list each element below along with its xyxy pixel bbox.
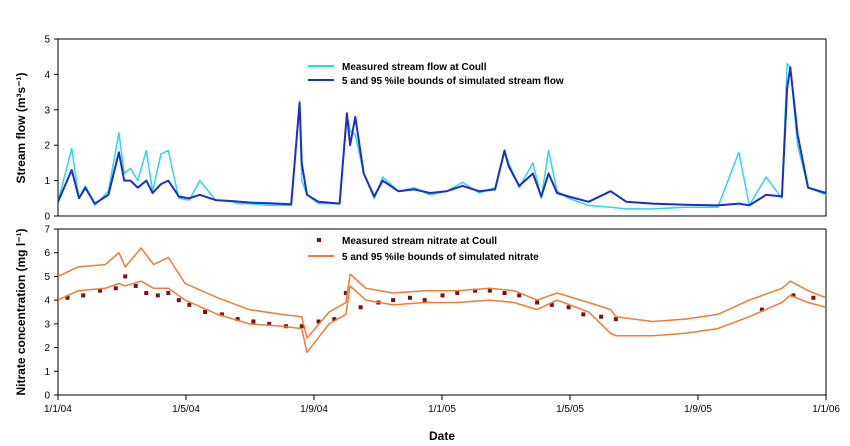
y-tick-label: 4 (44, 70, 50, 81)
nitrate-data-point (613, 317, 618, 322)
nitrate-data-point (502, 291, 507, 296)
x-axis-label: Date (429, 429, 455, 443)
nitrate-legend: Measured stream nitrate at Coull 5 and 9… (308, 236, 539, 263)
y-tick-label: 0 (44, 391, 50, 402)
y-tick-label: 0 (44, 212, 50, 223)
x-tick-label: 1/5/04 (172, 404, 200, 415)
y-tick-label: 2 (44, 141, 50, 152)
nitrate-data-point (176, 298, 181, 303)
nitrate-data-point (98, 288, 103, 293)
nitrate-data-point (123, 274, 128, 279)
x-axis: 1/1/04 1/5/04 1/9/04 1/1/05 1/5/05 1/9/05 1/1/… (44, 395, 840, 415)
nitrate-data-point (358, 305, 363, 310)
nitrate-data-point (155, 293, 160, 298)
x-tick-label: 1/5/05 (556, 404, 584, 415)
y-tick-label: 7 (44, 225, 50, 236)
nitrate-data-point (566, 305, 571, 310)
nitrate-data-point (535, 300, 540, 305)
stream-flow-chart: 0 1 2 3 4 5 Stream flow (m³s⁻¹) Measured stre… (14, 35, 827, 223)
y-tick-label: 5 (44, 272, 50, 283)
nitrate-data-point (81, 293, 86, 298)
flow-series-line-1 (57, 66, 827, 207)
legend-label-measured-flow: Measured stream flow at Coull (342, 62, 487, 73)
nitrate-data-point (581, 312, 586, 317)
stream-flow-y-axis-label: Stream flow (m³s⁻¹) (14, 72, 28, 183)
nitrate-data-point (487, 288, 492, 293)
nitrate-series-line-1 (57, 247, 827, 339)
nitrate-data-point (267, 321, 272, 326)
legend-label-simulated-flow: 5 and 95 %ile bounds of simulated stream… (342, 76, 564, 87)
nitrate-data-point (440, 293, 445, 298)
y-tick-label: 3 (44, 105, 50, 116)
x-tick-label: 1/1/06 (812, 404, 840, 415)
nitrate-data-point (811, 295, 816, 300)
nitrate-series-line-2 (57, 280, 827, 354)
nitrate-data-point (187, 302, 192, 307)
legend-label-simulated-nitrate: 5 and 95 %ile bounds of simulated nitrat… (342, 252, 539, 263)
nitrate-data-point (473, 288, 478, 293)
y-tick-label: 3 (44, 319, 50, 330)
nitrate-data-point (599, 314, 604, 319)
nitrate-data-point (203, 310, 208, 314)
nitrate-data-point (332, 317, 337, 322)
x-tick-label: 1/1/05 (428, 404, 456, 415)
nitrate-data-point (219, 312, 224, 317)
nitrate-data-point (113, 286, 118, 291)
y-tick-label: 4 (44, 296, 50, 307)
nitrate-data-point (391, 298, 396, 303)
x-tick-label: 1/1/04 (44, 404, 72, 415)
nitrate-data-point (299, 324, 304, 329)
legend-label-measured-nitrate: Measured stream nitrate at Coull (342, 236, 497, 247)
nitrate-y-axis-label: Nitrate concentration (mg l⁻¹) (14, 228, 28, 395)
nitrate-data-point (549, 302, 554, 307)
x-tick-label: 1/9/05 (684, 404, 712, 415)
nitrate-data-point (455, 291, 460, 296)
y-tick-label: 2 (44, 343, 50, 354)
stream-flow-plot-frame (57, 38, 827, 217)
nitrate-data-point (65, 295, 70, 300)
nitrate-data-point (235, 317, 240, 322)
y-tick-label: 1 (44, 176, 50, 187)
nitrate-data-point (343, 291, 348, 296)
nitrate-data-point (251, 319, 256, 324)
y-tick-label: 6 (44, 248, 50, 259)
nitrate-data-point (407, 295, 412, 300)
nitrate-data-point (316, 319, 321, 324)
y-tick-label: 5 (44, 35, 50, 46)
nitrate-data-point (144, 291, 149, 296)
x-tick-label: 1/9/04 (300, 404, 328, 415)
nitrate-data-point (517, 293, 522, 298)
stream-flow-legend: Measured stream flow at Coull 5 and 95 %… (308, 62, 564, 87)
nitrate-data-point (166, 291, 171, 296)
nitrate-data-point (133, 283, 138, 288)
nitrate-data-point (759, 307, 764, 312)
nitrate-data-point (791, 293, 796, 298)
legend-swatch-measured-nitrate (317, 238, 321, 242)
nitrate-data-point (422, 298, 427, 303)
y-tick-label: 1 (44, 367, 50, 378)
nitrate-plot-frame (57, 228, 827, 396)
